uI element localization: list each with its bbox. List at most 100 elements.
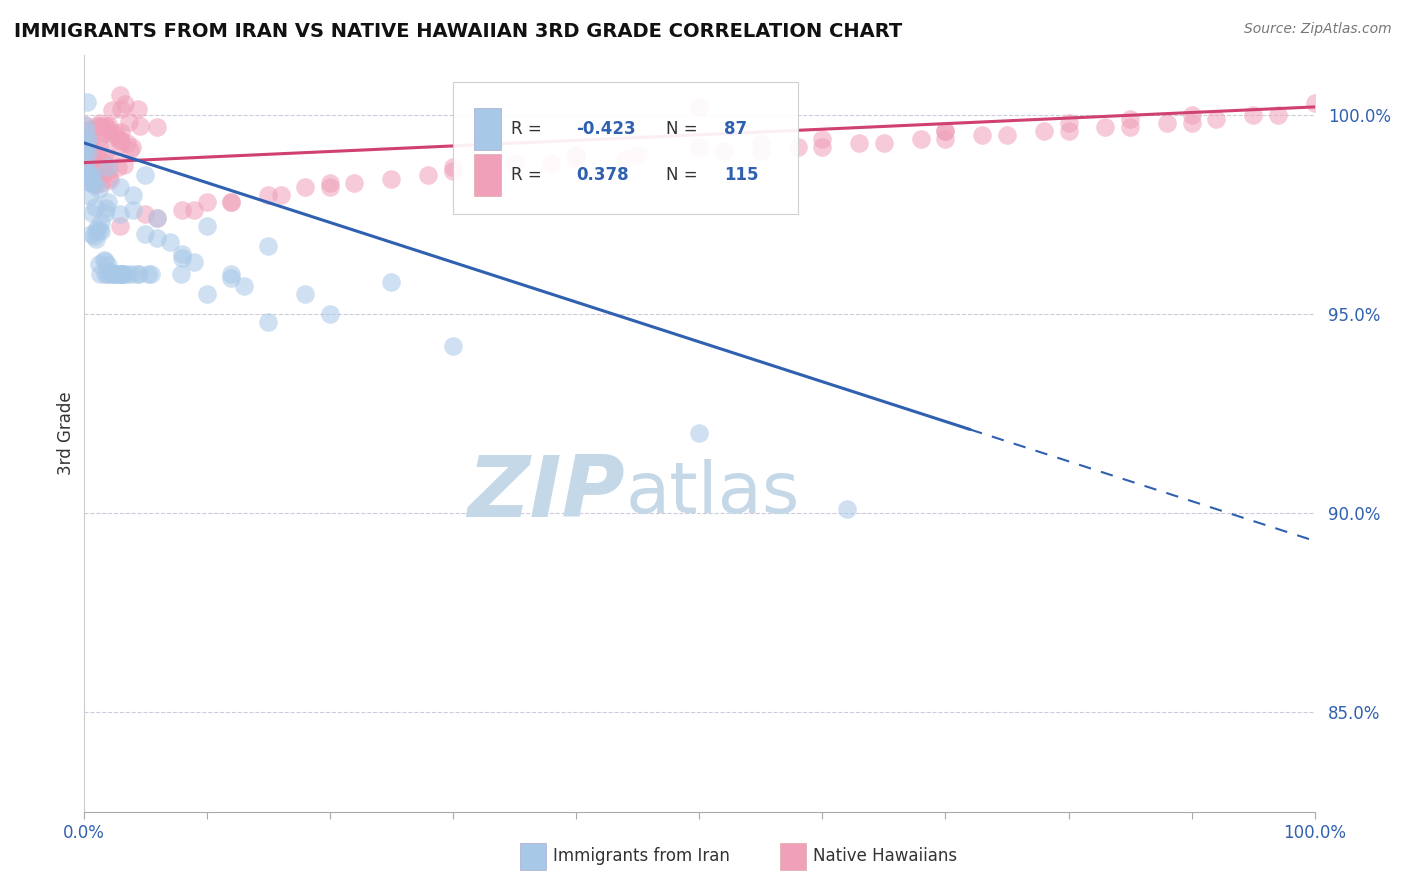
Point: [76, 136, 98, 150]
Text: N =: N =: [666, 120, 697, 138]
Point: [1181, 116, 1204, 130]
Point: [80, 176, 103, 190]
Point: [1119, 120, 1142, 134]
Point: [97, 164, 120, 178]
Point: [76, 95, 98, 110]
Point: [97, 195, 120, 210]
Text: atlas: atlas: [626, 459, 800, 528]
Point: [848, 136, 870, 150]
Point: [82, 169, 104, 183]
Point: [112, 158, 135, 172]
Point: [115, 267, 138, 281]
Point: [97, 258, 120, 272]
Point: [811, 132, 834, 146]
Point: [84, 224, 107, 238]
Y-axis label: 3rd Grade: 3rd Grade: [58, 392, 75, 475]
Point: [73, 144, 96, 158]
Point: [82, 150, 104, 164]
Point: [73, 137, 96, 152]
Point: [159, 235, 181, 250]
Point: [120, 143, 142, 157]
Point: [688, 426, 710, 441]
Point: [93, 254, 115, 268]
Point: [136, 267, 159, 281]
Point: [107, 160, 129, 174]
Text: Source: ZipAtlas.com: Source: ZipAtlas.com: [1244, 22, 1392, 37]
Point: [89, 182, 111, 196]
Point: [835, 502, 858, 516]
Point: [146, 120, 169, 134]
Point: [82, 175, 104, 189]
Point: [89, 129, 111, 144]
Point: [995, 128, 1018, 142]
Point: [219, 271, 242, 285]
Point: [121, 140, 143, 154]
Point: [170, 251, 193, 265]
Point: [75, 163, 97, 178]
Point: [294, 179, 316, 194]
Point: [120, 267, 142, 281]
Point: [614, 152, 637, 166]
Point: [1181, 108, 1204, 122]
Point: [75, 124, 97, 138]
Point: [83, 228, 105, 243]
Point: [418, 168, 440, 182]
Point: [97, 160, 120, 174]
Point: [688, 100, 710, 114]
Point: [94, 201, 117, 215]
Point: [76, 131, 98, 145]
Point: [219, 195, 242, 210]
Point: [90, 223, 112, 237]
Point: [219, 267, 242, 281]
Point: [1057, 124, 1080, 138]
Point: [105, 267, 128, 281]
Point: [1032, 124, 1054, 138]
Point: [626, 147, 648, 161]
Point: [73, 140, 96, 154]
Point: [108, 136, 131, 151]
Point: [934, 124, 956, 138]
Point: [80, 133, 103, 147]
Point: [128, 267, 150, 281]
Point: [89, 267, 111, 281]
Point: [1241, 108, 1264, 122]
Point: [146, 231, 169, 245]
Point: [1057, 116, 1080, 130]
Point: [319, 176, 342, 190]
Point: [219, 195, 242, 210]
Point: [90, 215, 112, 229]
Point: [93, 156, 115, 170]
Point: [98, 151, 121, 165]
Point: [134, 168, 156, 182]
Point: [811, 139, 834, 153]
Point: [101, 267, 124, 281]
Point: [98, 267, 121, 281]
Point: [110, 133, 132, 147]
Point: [146, 211, 169, 226]
Point: [94, 126, 117, 140]
Point: [110, 219, 132, 234]
Point: [75, 157, 97, 171]
Point: [183, 255, 205, 269]
Point: [94, 267, 117, 281]
Point: [125, 267, 148, 281]
Point: [111, 267, 134, 281]
Point: [101, 103, 124, 117]
Point: [195, 287, 218, 301]
Point: [115, 136, 138, 150]
Text: -0.423: -0.423: [576, 120, 636, 138]
Point: [79, 142, 101, 156]
Point: [128, 119, 150, 133]
Point: [170, 247, 193, 261]
Point: [786, 139, 808, 153]
Point: [478, 160, 501, 174]
Text: IMMIGRANTS FROM IRAN VS NATIVE HAWAIIAN 3RD GRADE CORRELATION CHART: IMMIGRANTS FROM IRAN VS NATIVE HAWAIIAN …: [14, 22, 903, 41]
Point: [84, 171, 107, 186]
Point: [127, 103, 149, 117]
Point: [170, 267, 193, 281]
Point: [82, 206, 104, 220]
Point: [108, 267, 131, 281]
Point: [540, 155, 562, 169]
Point: [77, 174, 100, 188]
Point: [93, 253, 115, 268]
